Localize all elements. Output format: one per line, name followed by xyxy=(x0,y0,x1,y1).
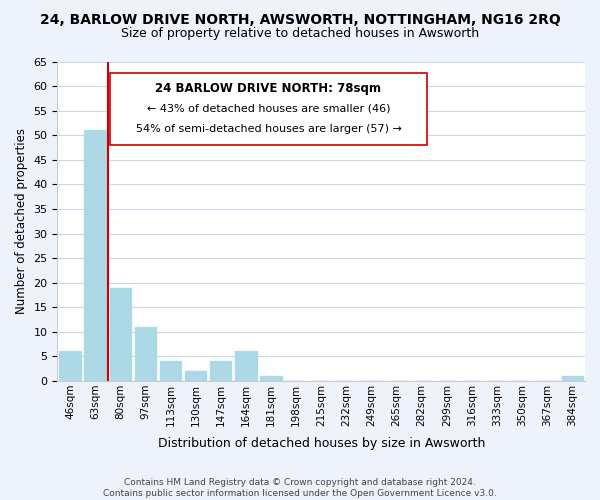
Bar xyxy=(110,288,131,381)
Y-axis label: Number of detached properties: Number of detached properties xyxy=(15,128,28,314)
Text: ← 43% of detached houses are smaller (46): ← 43% of detached houses are smaller (46… xyxy=(146,103,390,113)
Bar xyxy=(85,130,106,381)
Bar xyxy=(160,362,181,381)
Bar xyxy=(235,352,257,381)
Text: Size of property relative to detached houses in Awsworth: Size of property relative to detached ho… xyxy=(121,28,479,40)
Text: Contains HM Land Registry data © Crown copyright and database right 2024.
Contai: Contains HM Land Registry data © Crown c… xyxy=(103,478,497,498)
Text: 54% of semi-detached houses are larger (57) →: 54% of semi-detached houses are larger (… xyxy=(136,124,401,134)
Bar xyxy=(134,327,156,381)
FancyBboxPatch shape xyxy=(110,72,427,144)
Bar xyxy=(59,352,80,381)
X-axis label: Distribution of detached houses by size in Awsworth: Distribution of detached houses by size … xyxy=(158,437,485,450)
Bar xyxy=(260,376,281,381)
Bar xyxy=(210,362,232,381)
Text: 24, BARLOW DRIVE NORTH, AWSWORTH, NOTTINGHAM, NG16 2RQ: 24, BARLOW DRIVE NORTH, AWSWORTH, NOTTIN… xyxy=(40,12,560,26)
Bar xyxy=(562,376,583,381)
Bar xyxy=(185,371,206,381)
Text: 24 BARLOW DRIVE NORTH: 78sqm: 24 BARLOW DRIVE NORTH: 78sqm xyxy=(155,82,382,96)
